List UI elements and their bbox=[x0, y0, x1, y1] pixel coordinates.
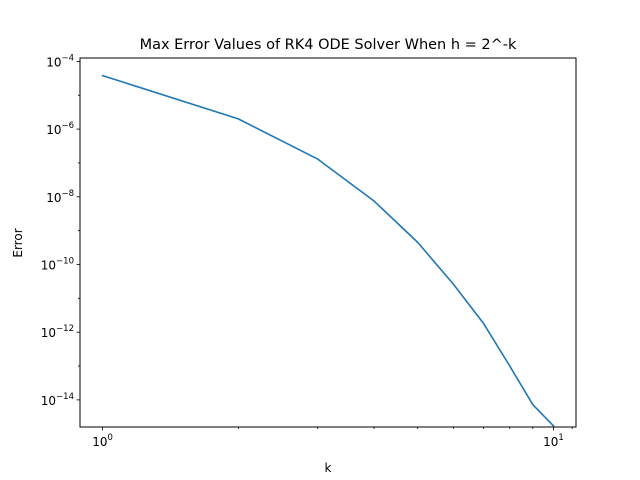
y-tick-label-base: 10 bbox=[46, 55, 61, 69]
y-tick-label-exponent: −4 bbox=[61, 53, 74, 63]
y-tick-label: 10−4 bbox=[46, 53, 74, 69]
x-tick-label-exponent: 1 bbox=[558, 433, 563, 443]
y-tick-label: 10−6 bbox=[46, 121, 74, 137]
x-tick-label-base: 10 bbox=[543, 435, 558, 449]
y-tick-label: 10−14 bbox=[41, 392, 74, 408]
y-tick-label-exponent: −14 bbox=[56, 392, 74, 402]
x-tick-label: 101 bbox=[543, 433, 564, 449]
chart-title: Max Error Values of RK4 ODE Solver When … bbox=[140, 37, 517, 53]
y-tick-label-base: 10 bbox=[46, 191, 61, 205]
y-tick-label-base: 10 bbox=[41, 326, 56, 340]
y-tick-label-exponent: −6 bbox=[61, 121, 74, 131]
y-tick-label-base: 10 bbox=[41, 258, 56, 272]
x-axis: 100 101 bbox=[92, 427, 573, 449]
x-tick-label-base: 10 bbox=[92, 435, 107, 449]
y-tick-label-base: 10 bbox=[46, 123, 61, 137]
plot-frame bbox=[79, 57, 577, 428]
y-tick-label-exponent: −8 bbox=[61, 189, 74, 199]
x-tick-label-exponent: 0 bbox=[108, 433, 113, 443]
y-tick-label-exponent: −10 bbox=[56, 256, 74, 266]
y-axis-label: Error bbox=[11, 228, 25, 257]
y-tick-label-base: 10 bbox=[41, 394, 56, 408]
y-tick-label-exponent: −12 bbox=[56, 324, 74, 334]
x-tick-label: 100 bbox=[92, 433, 113, 449]
series-line-0 bbox=[101, 74, 555, 428]
plot-area bbox=[101, 74, 555, 428]
y-tick-label: 10−10 bbox=[41, 256, 74, 272]
y-tick-label: 10−12 bbox=[41, 324, 74, 340]
x-axis-label: k bbox=[325, 461, 332, 475]
y-tick-label: 10−8 bbox=[46, 189, 74, 205]
